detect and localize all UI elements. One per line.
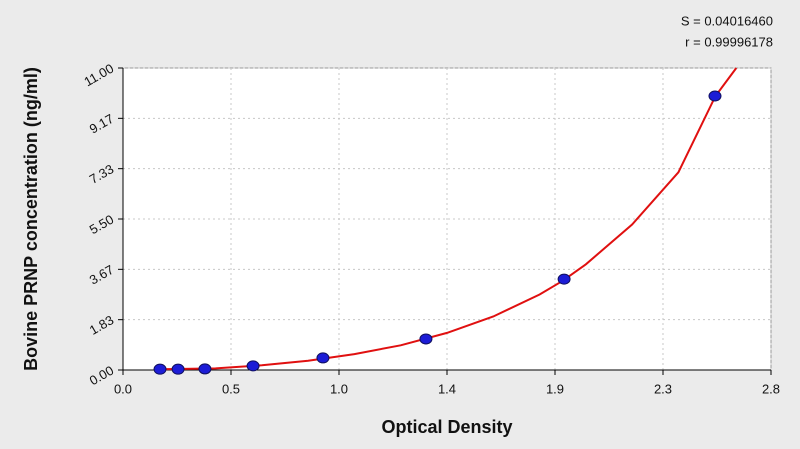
fit-curve — [159, 67, 738, 371]
x-tick-label: 1.4 — [438, 381, 456, 396]
x-axis-label: Optical Density — [381, 417, 512, 437]
data-point — [419, 333, 433, 345]
x-tick-label: 0.5 — [222, 381, 240, 396]
y-axis-label: Bovine PRNP concentration (ng/ml) — [21, 67, 41, 371]
x-tick-label: 1.9 — [546, 381, 564, 396]
data-point — [153, 363, 167, 375]
data-point — [198, 363, 212, 375]
data-point — [557, 273, 571, 285]
annotation: r = 0.99996178 — [685, 34, 773, 49]
data-point — [708, 90, 722, 102]
data-point — [316, 352, 330, 364]
x-tick-label: 2.3 — [654, 381, 672, 396]
x-tick-label: 1.0 — [330, 381, 348, 396]
data-point — [171, 363, 185, 375]
x-tick-label: 0.0 — [114, 381, 132, 396]
data-point — [246, 360, 260, 372]
annotation: S = 0.04016460 — [681, 13, 773, 28]
x-tick-label: 2.8 — [762, 381, 780, 396]
